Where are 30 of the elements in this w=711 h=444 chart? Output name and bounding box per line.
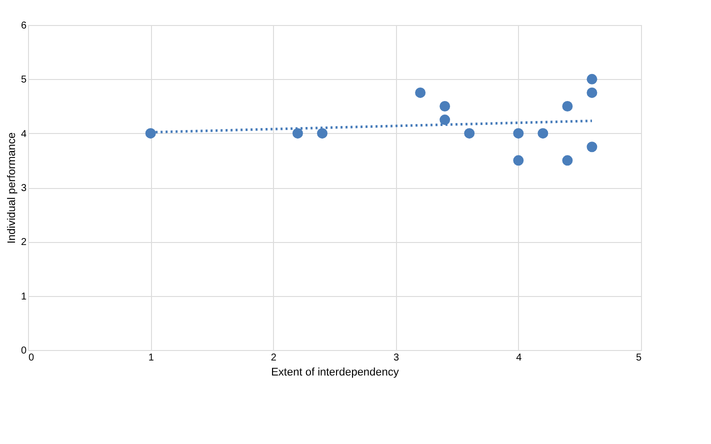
point <box>586 142 598 152</box>
point <box>415 87 426 98</box>
point <box>586 74 598 84</box>
point <box>292 128 303 139</box>
x-axis-title: Extent of interdependency <box>271 366 400 378</box>
point <box>145 128 156 139</box>
y-tick-label: 4 <box>20 128 27 140</box>
x-tick-label: 4 <box>516 352 522 364</box>
y-tick-label: 5 <box>20 74 27 86</box>
y-tick-label: 1 <box>20 291 27 302</box>
x-tick-label: 3 <box>394 352 400 364</box>
y-tick-label: 2 <box>20 237 27 248</box>
point <box>562 155 573 166</box>
y-axis-title: Individual performance <box>6 132 18 244</box>
y-tick-label: 0 <box>20 346 27 356</box>
x-tick-label: 2 <box>270 352 277 364</box>
y-tick-label: 6 <box>20 20 27 32</box>
point <box>538 128 548 139</box>
x-tick-label: 1 <box>148 352 154 364</box>
point <box>440 114 450 126</box>
point <box>586 87 598 98</box>
y-tick-label: 3 <box>20 183 27 194</box>
point <box>440 101 450 112</box>
x-tick-label: 0 <box>28 352 34 364</box>
point <box>513 155 524 166</box>
point <box>562 101 573 112</box>
x-tick-label: 5 <box>636 352 642 364</box>
point <box>464 128 475 139</box>
point <box>513 128 524 139</box>
point <box>316 128 328 139</box>
